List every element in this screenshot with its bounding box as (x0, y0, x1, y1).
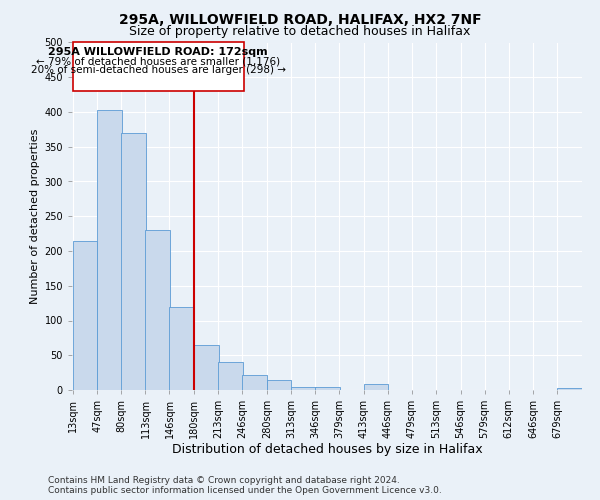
Bar (194, 345, 219, 390)
Bar (267, 380, 292, 390)
Bar (242, 374, 267, 390)
Bar (291, 386, 316, 390)
Y-axis label: Number of detached properties: Number of detached properties (30, 128, 40, 304)
Text: 20% of semi-detached houses are larger (298) →: 20% of semi-detached houses are larger (… (31, 66, 286, 76)
Bar (218, 362, 243, 390)
Text: Contains HM Land Registry data © Crown copyright and database right 2024.: Contains HM Land Registry data © Crown c… (48, 476, 400, 485)
X-axis label: Distribution of detached houses by size in Halifax: Distribution of detached houses by size … (172, 442, 482, 456)
Text: 295A WILLOWFIELD ROAD: 172sqm: 295A WILLOWFIELD ROAD: 172sqm (49, 46, 268, 56)
Text: ← 79% of detached houses are smaller (1,176): ← 79% of detached houses are smaller (1,… (36, 56, 280, 66)
Bar (121, 133, 146, 390)
Bar (145, 230, 170, 390)
Text: 295A, WILLOWFIELD ROAD, HALIFAX, HX2 7NF: 295A, WILLOWFIELD ROAD, HALIFAX, HX2 7NF (119, 12, 481, 26)
Bar (315, 386, 340, 390)
Bar (73, 42, 244, 91)
Text: Contains public sector information licensed under the Open Government Licence v3: Contains public sector information licen… (48, 486, 442, 495)
Text: Size of property relative to detached houses in Halifax: Size of property relative to detached ho… (130, 25, 470, 38)
Bar (557, 388, 582, 390)
Bar (97, 110, 122, 390)
Bar (73, 240, 97, 390)
Bar (364, 384, 388, 390)
Bar (169, 306, 194, 390)
